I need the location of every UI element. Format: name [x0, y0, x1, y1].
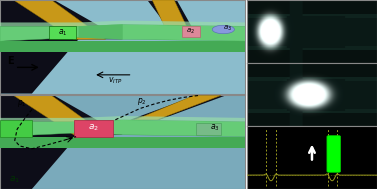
- Polygon shape: [0, 95, 123, 189]
- Polygon shape: [0, 21, 245, 26]
- FancyBboxPatch shape: [327, 136, 340, 172]
- Ellipse shape: [212, 25, 234, 34]
- Polygon shape: [0, 120, 245, 137]
- Text: $a_3$: $a_3$: [222, 23, 231, 33]
- Bar: [182, 26, 200, 37]
- Polygon shape: [14, 95, 106, 135]
- Polygon shape: [14, 0, 106, 39]
- Polygon shape: [0, 116, 245, 122]
- Polygon shape: [130, 95, 226, 120]
- Bar: [196, 123, 221, 135]
- Text: $p_1$: $p_1$: [17, 98, 27, 109]
- Text: $a_3$: $a_3$: [210, 123, 219, 133]
- Text: $p_2$: $p_2$: [138, 96, 147, 107]
- Polygon shape: [152, 0, 187, 26]
- Polygon shape: [78, 24, 123, 39]
- Polygon shape: [0, 137, 245, 148]
- Polygon shape: [0, 24, 245, 41]
- Polygon shape: [135, 95, 221, 120]
- Text: $v_{ITP}$: $v_{ITP}$: [108, 75, 123, 86]
- Bar: [0, 120, 32, 137]
- Polygon shape: [0, 0, 123, 94]
- Text: E: E: [8, 56, 14, 66]
- Text: $a_2$: $a_2$: [88, 122, 99, 133]
- Polygon shape: [0, 41, 245, 52]
- Polygon shape: [147, 0, 192, 26]
- Bar: [49, 26, 76, 39]
- Text: $a_1$: $a_1$: [58, 27, 67, 38]
- Text: $a_1$: $a_1$: [9, 174, 20, 185]
- Text: $a_2$: $a_2$: [187, 27, 195, 36]
- Bar: [74, 120, 113, 137]
